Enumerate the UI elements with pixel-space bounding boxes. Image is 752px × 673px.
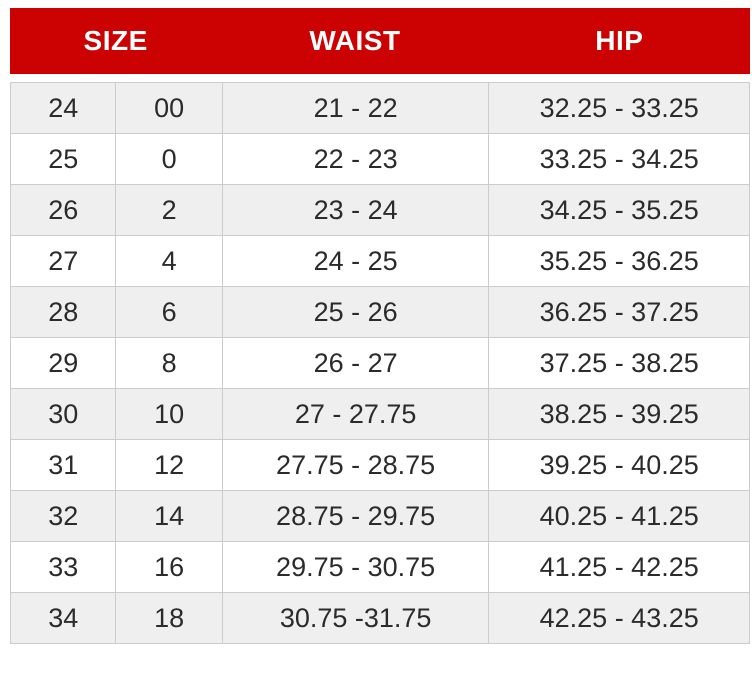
hip-cell: 36.25 - 37.25 [489, 287, 749, 337]
size-chart-body: 24 00 21 - 22 32.25 - 33.25 25 0 22 - 23… [10, 82, 750, 644]
hip-cell: 39.25 - 40.25 [489, 440, 749, 490]
waist-cell: 26 - 27 [222, 338, 489, 388]
size-numeric-cell: 30 [11, 389, 116, 439]
size-standard-cell: 18 [116, 593, 222, 643]
size-standard-cell: 6 [116, 287, 222, 337]
size-standard-cell: 8 [116, 338, 222, 388]
size-standard-cell: 00 [116, 83, 222, 133]
size-numeric-cell: 27 [11, 236, 116, 286]
hip-cell: 37.25 - 38.25 [489, 338, 749, 388]
size-numeric-cell: 33 [11, 542, 116, 592]
size-standard-cell: 0 [116, 134, 222, 184]
waist-cell: 21 - 22 [222, 83, 489, 133]
size-standard-cell: 10 [116, 389, 222, 439]
size-standard-cell: 14 [116, 491, 222, 541]
size-numeric-cell: 29 [11, 338, 116, 388]
hip-cell: 38.25 - 39.25 [489, 389, 749, 439]
waist-cell: 27 - 27.75 [222, 389, 489, 439]
size-numeric-cell: 24 [11, 83, 116, 133]
waist-cell: 25 - 26 [222, 287, 489, 337]
size-standard-cell: 4 [116, 236, 222, 286]
size-numeric-cell: 26 [11, 185, 116, 235]
hip-cell: 34.25 - 35.25 [489, 185, 749, 235]
hip-cell: 35.25 - 36.25 [489, 236, 749, 286]
waist-cell: 27.75 - 28.75 [222, 440, 489, 490]
waist-cell: 23 - 24 [222, 185, 489, 235]
size-chart: SIZE WAIST HIP 24 00 21 - 22 32.25 - 33.… [10, 8, 750, 644]
size-numeric-cell: 32 [11, 491, 116, 541]
header-waist: WAIST [309, 25, 401, 56]
size-standard-cell: 12 [116, 440, 222, 490]
hip-cell: 33.25 - 34.25 [489, 134, 749, 184]
size-numeric-cell: 28 [11, 287, 116, 337]
waist-cell: 30.75 -31.75 [222, 593, 489, 643]
waist-cell: 28.75 - 29.75 [222, 491, 489, 541]
header-hip: HIP [595, 25, 644, 56]
hip-cell: 32.25 - 33.25 [489, 83, 749, 133]
hip-cell: 41.25 - 42.25 [489, 542, 749, 592]
size-numeric-cell: 34 [11, 593, 116, 643]
size-standard-cell: 16 [116, 542, 222, 592]
size-numeric-cell: 31 [11, 440, 116, 490]
hip-cell: 42.25 - 43.25 [489, 593, 749, 643]
size-chart-header-row: SIZE WAIST HIP [10, 8, 750, 74]
size-standard-cell: 2 [116, 185, 222, 235]
waist-cell: 24 - 25 [222, 236, 489, 286]
hip-cell: 40.25 - 41.25 [489, 491, 749, 541]
header-size: SIZE [83, 25, 148, 56]
waist-cell: 29.75 - 30.75 [222, 542, 489, 592]
size-numeric-cell: 25 [11, 134, 116, 184]
waist-cell: 22 - 23 [222, 134, 489, 184]
